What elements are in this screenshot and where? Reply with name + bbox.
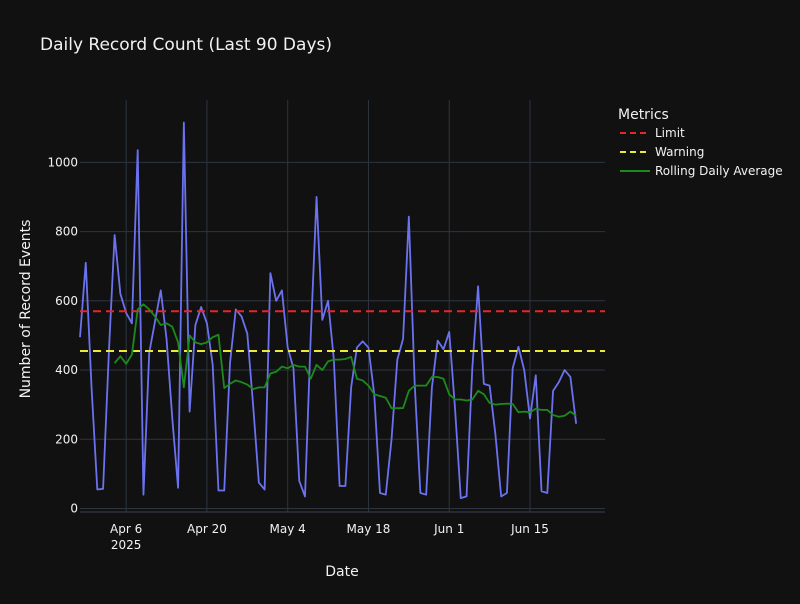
x-tick-sublabel-0: 2025 <box>111 538 142 552</box>
x-tick-label-2: May 4 <box>270 522 306 536</box>
y-tick-label-600: 600 <box>55 294 78 308</box>
x-tick-label-0: Apr 6 <box>110 522 142 536</box>
legend-title: Metrics <box>618 107 669 123</box>
x-tick-label-1: Apr 20 <box>187 522 227 536</box>
grid-lines <box>80 100 605 513</box>
y-tick-label-400: 400 <box>55 363 78 377</box>
series-line-rolling-average[interactable] <box>113 303 577 418</box>
legend[interactable]: Metrics Limit Warning Rolling Daily Aver… <box>618 107 783 178</box>
y-tick-label-200: 200 <box>55 432 78 446</box>
y-tick-label-1000: 1000 <box>47 155 78 169</box>
y-axis-label: Number of Record Events <box>18 220 34 399</box>
x-tick-label-5: Jun 15 <box>510 522 549 536</box>
plot-area <box>80 100 605 512</box>
y-tick-label-0: 0 <box>70 502 78 516</box>
x-tick-label-3: May 18 <box>347 522 391 536</box>
y-tick-label-800: 800 <box>55 225 78 239</box>
series-layer <box>79 121 605 500</box>
x-axis-label: Date <box>325 564 358 580</box>
legend-label-warning[interactable]: Warning <box>655 145 704 159</box>
legend-label-limit[interactable]: Limit <box>655 126 685 140</box>
legend-label-rolling[interactable]: Rolling Daily Average <box>655 164 783 178</box>
series-line-record-count[interactable] <box>79 121 578 500</box>
chart-title: Daily Record Count (Last 90 Days) <box>40 35 332 55</box>
tick-labels: 0 200 400 600 800 1000 Apr 6 2025 Apr 20 May 4 May… <box>47 155 548 552</box>
x-tick-label-4: Jun 1 <box>433 522 464 536</box>
